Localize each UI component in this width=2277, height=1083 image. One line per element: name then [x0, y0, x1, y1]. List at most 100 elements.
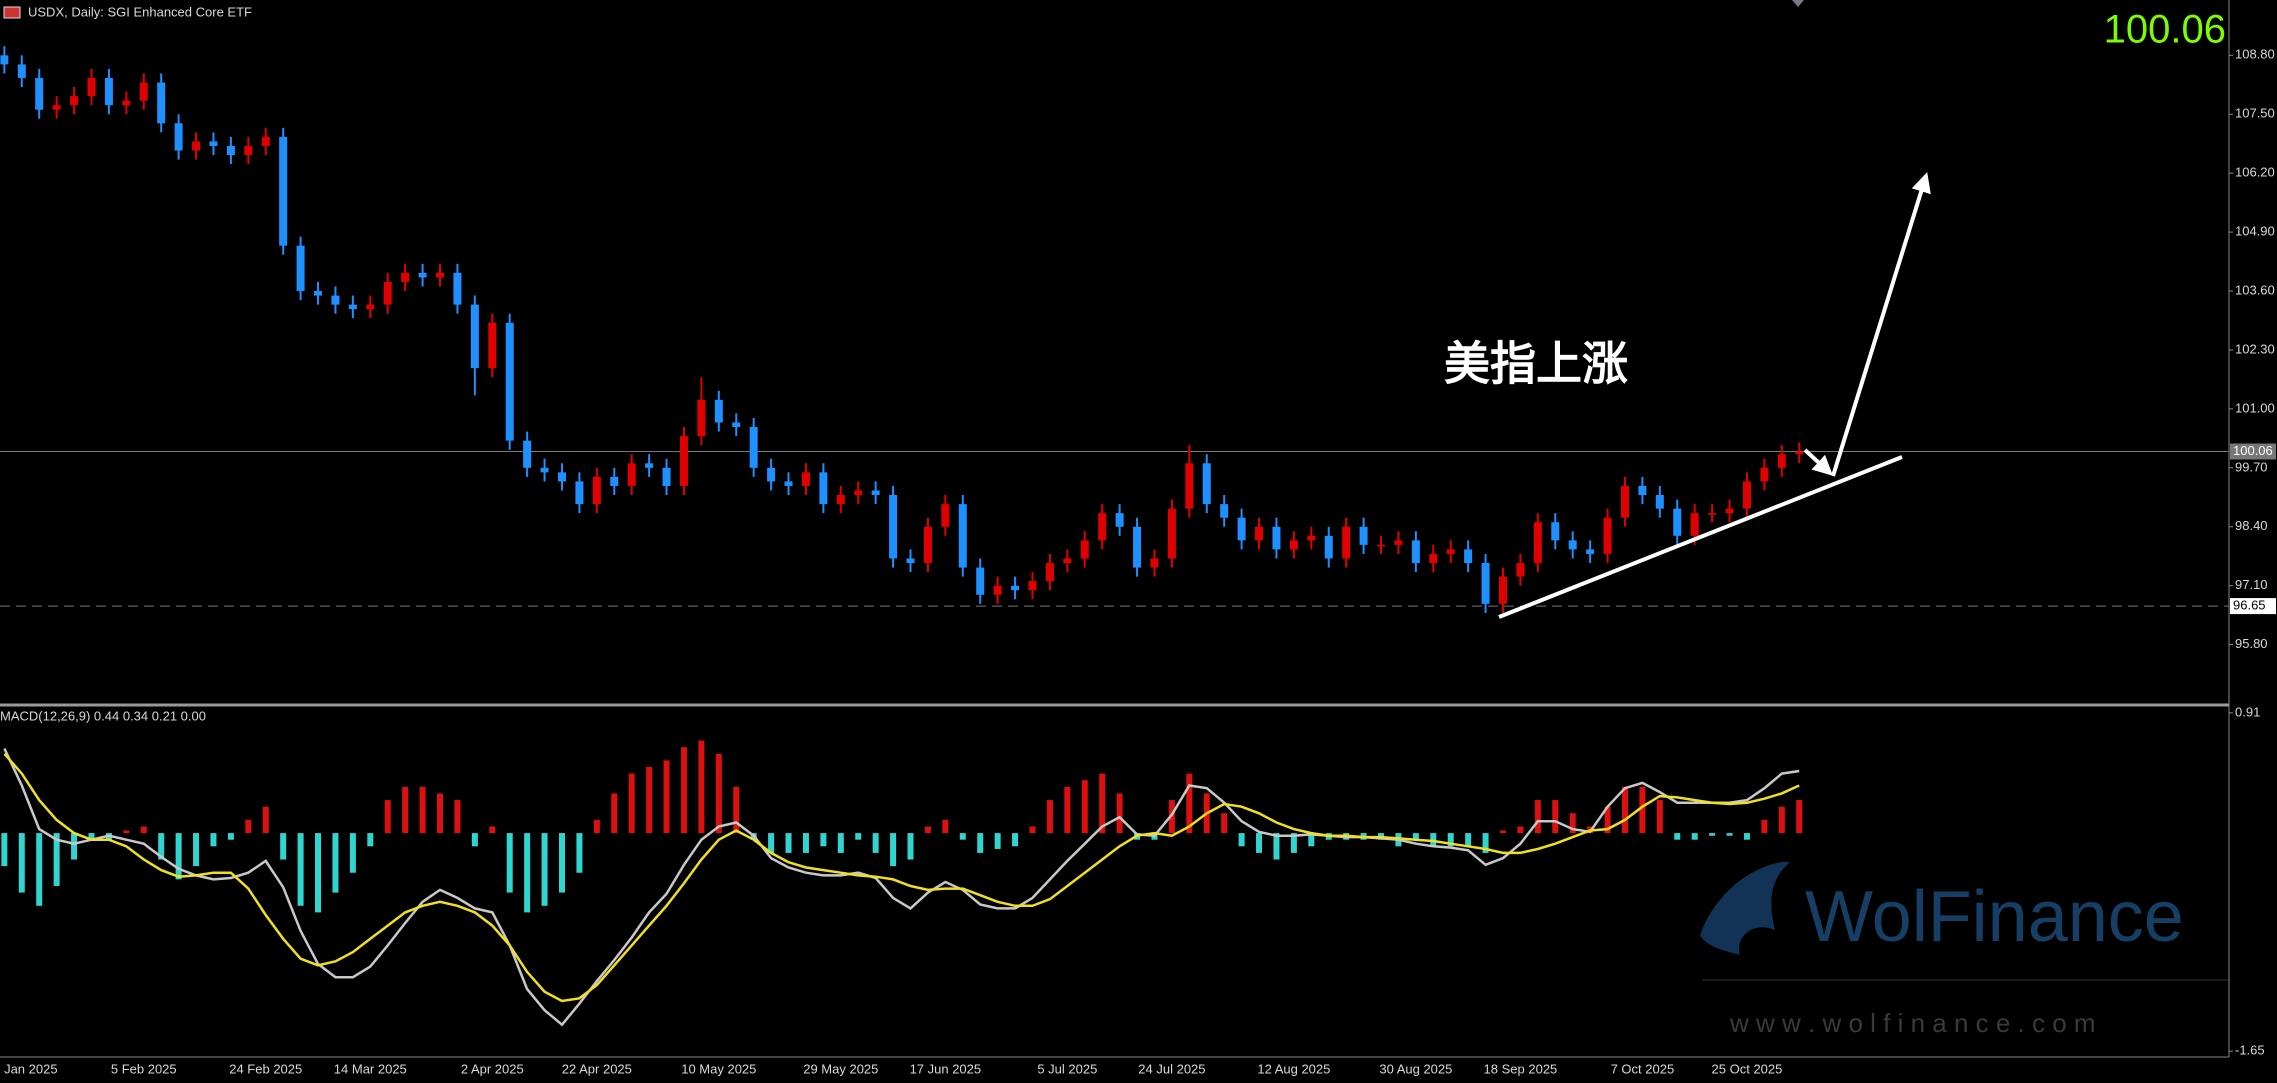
- symbol-flag: [3, 6, 21, 19]
- histogram-bar: [1168, 800, 1175, 834]
- candle-body: [279, 136, 288, 246]
- histogram-bar: [245, 819, 252, 834]
- candle-body: [871, 490, 880, 496]
- x-tick-label: 29 May 2025: [803, 1061, 878, 1076]
- x-tick-label: 30 Aug 2025: [1379, 1061, 1452, 1076]
- histogram-bar: [332, 833, 339, 893]
- candle-body: [1115, 513, 1124, 527]
- candle-body: [679, 436, 688, 486]
- histogram-bar: [1552, 800, 1559, 834]
- x-tick-label: 14 Mar 2025: [334, 1061, 407, 1076]
- candle-body: [366, 304, 375, 310]
- y-tick-label: 101.00: [2235, 400, 2275, 415]
- histogram-bar: [18, 833, 25, 893]
- candle-body: [1673, 508, 1682, 536]
- candle-body: [296, 245, 305, 292]
- candle-body: [436, 272, 445, 278]
- candle-body: [1185, 463, 1194, 509]
- histogram-bar: [959, 833, 966, 840]
- histogram-bar: [1743, 833, 1750, 840]
- candle-body: [0, 55, 9, 65]
- candle-body: [1098, 513, 1107, 541]
- candle-body: [557, 472, 566, 482]
- candle-body: [226, 145, 235, 156]
- candle-body: [122, 100, 131, 106]
- candle-body: [244, 145, 253, 156]
- candle-body: [1777, 454, 1786, 468]
- histogram-bar: [1290, 833, 1297, 853]
- candle-body: [87, 77, 96, 97]
- candle-body: [540, 467, 549, 473]
- candle-body: [1237, 517, 1246, 541]
- candle-body: [1516, 563, 1525, 577]
- candle-body: [418, 272, 427, 278]
- histogram-bar: [262, 806, 269, 834]
- histogram-bar: [1081, 780, 1088, 834]
- candle-body: [453, 272, 462, 305]
- histogram-bar: [576, 833, 583, 873]
- histogram-bar: [646, 767, 653, 834]
- candle-body: [1655, 495, 1664, 509]
- candle-body: [1638, 485, 1647, 496]
- histogram-bar: [36, 833, 43, 906]
- histogram-bar: [402, 786, 409, 834]
- candle-body: [906, 558, 915, 564]
- candle-body: [749, 427, 758, 468]
- histogram-bar: [1221, 813, 1228, 834]
- candle-body: [35, 77, 44, 110]
- y-tick-label: 97.10: [2235, 577, 2268, 592]
- y-tick-label: 98.40: [2235, 518, 2268, 533]
- histogram-bar: [1796, 800, 1803, 834]
- candle-body: [505, 322, 514, 441]
- candle-body: [1498, 576, 1507, 604]
- histogram-bar: [71, 833, 78, 860]
- candle-body: [209, 141, 218, 146]
- y-tick-label: 0.91: [2235, 704, 2260, 719]
- candle-body: [70, 96, 79, 106]
- histogram-bar: [1273, 833, 1280, 860]
- candle-body: [523, 440, 532, 468]
- chart-title: USDX, Daily: SGI Enhanced Core ETF: [28, 4, 252, 19]
- histogram-bar: [454, 800, 461, 834]
- histogram-bar: [419, 786, 426, 834]
- y-tick-label: 102.30: [2235, 341, 2275, 356]
- candle-body: [1586, 549, 1595, 554]
- histogram-bar: [1256, 833, 1263, 853]
- histogram-bar: [53, 833, 60, 886]
- histogram-bar: [611, 793, 618, 834]
- candle-body: [1551, 522, 1560, 541]
- x-tick-label: 10 May 2025: [681, 1061, 756, 1076]
- candle-body: [1255, 526, 1264, 541]
- x-tick-label: 18 Sep 2025: [1484, 1061, 1558, 1076]
- histogram-bar: [227, 833, 234, 840]
- candle-body: [1620, 485, 1629, 518]
- histogram-bar: [1046, 800, 1053, 834]
- macd-line: [3, 752, 1800, 1003]
- scroll-marker: [1792, 0, 1804, 7]
- candle-body: [1429, 553, 1438, 564]
- histogram-bar: [872, 833, 879, 853]
- candle-body: [52, 105, 61, 110]
- y-tick-label: 95.80: [2235, 636, 2268, 651]
- candle-body: [1760, 467, 1769, 482]
- candle-body: [662, 467, 671, 486]
- x-tick-label: 17 Jan 2025: [0, 1061, 58, 1076]
- watermark-url: w w w . w o l f i n a n c e . c o m: [1729, 1008, 2096, 1038]
- price-label: 100.06: [2233, 443, 2273, 458]
- histogram-bar: [140, 826, 147, 834]
- candle-body: [610, 476, 619, 486]
- histogram-bar: [280, 833, 287, 860]
- histogram-bar: [1465, 833, 1472, 847]
- histogram-bar: [1238, 833, 1245, 847]
- x-tick-label: 5 Jul 2025: [1037, 1061, 1097, 1076]
- price-label-box: [2230, 598, 2276, 615]
- candle-body: [1446, 549, 1455, 554]
- histogram-bar: [1604, 806, 1611, 834]
- candle-body: [1202, 463, 1211, 505]
- histogram-bar: [890, 833, 897, 867]
- histogram-bar: [680, 747, 687, 834]
- x-tick-label: 17 Jun 2025: [910, 1061, 982, 1076]
- histogram-bar: [123, 830, 130, 834]
- histogram-bar: [1709, 833, 1716, 836]
- histogram-bar: [524, 833, 531, 913]
